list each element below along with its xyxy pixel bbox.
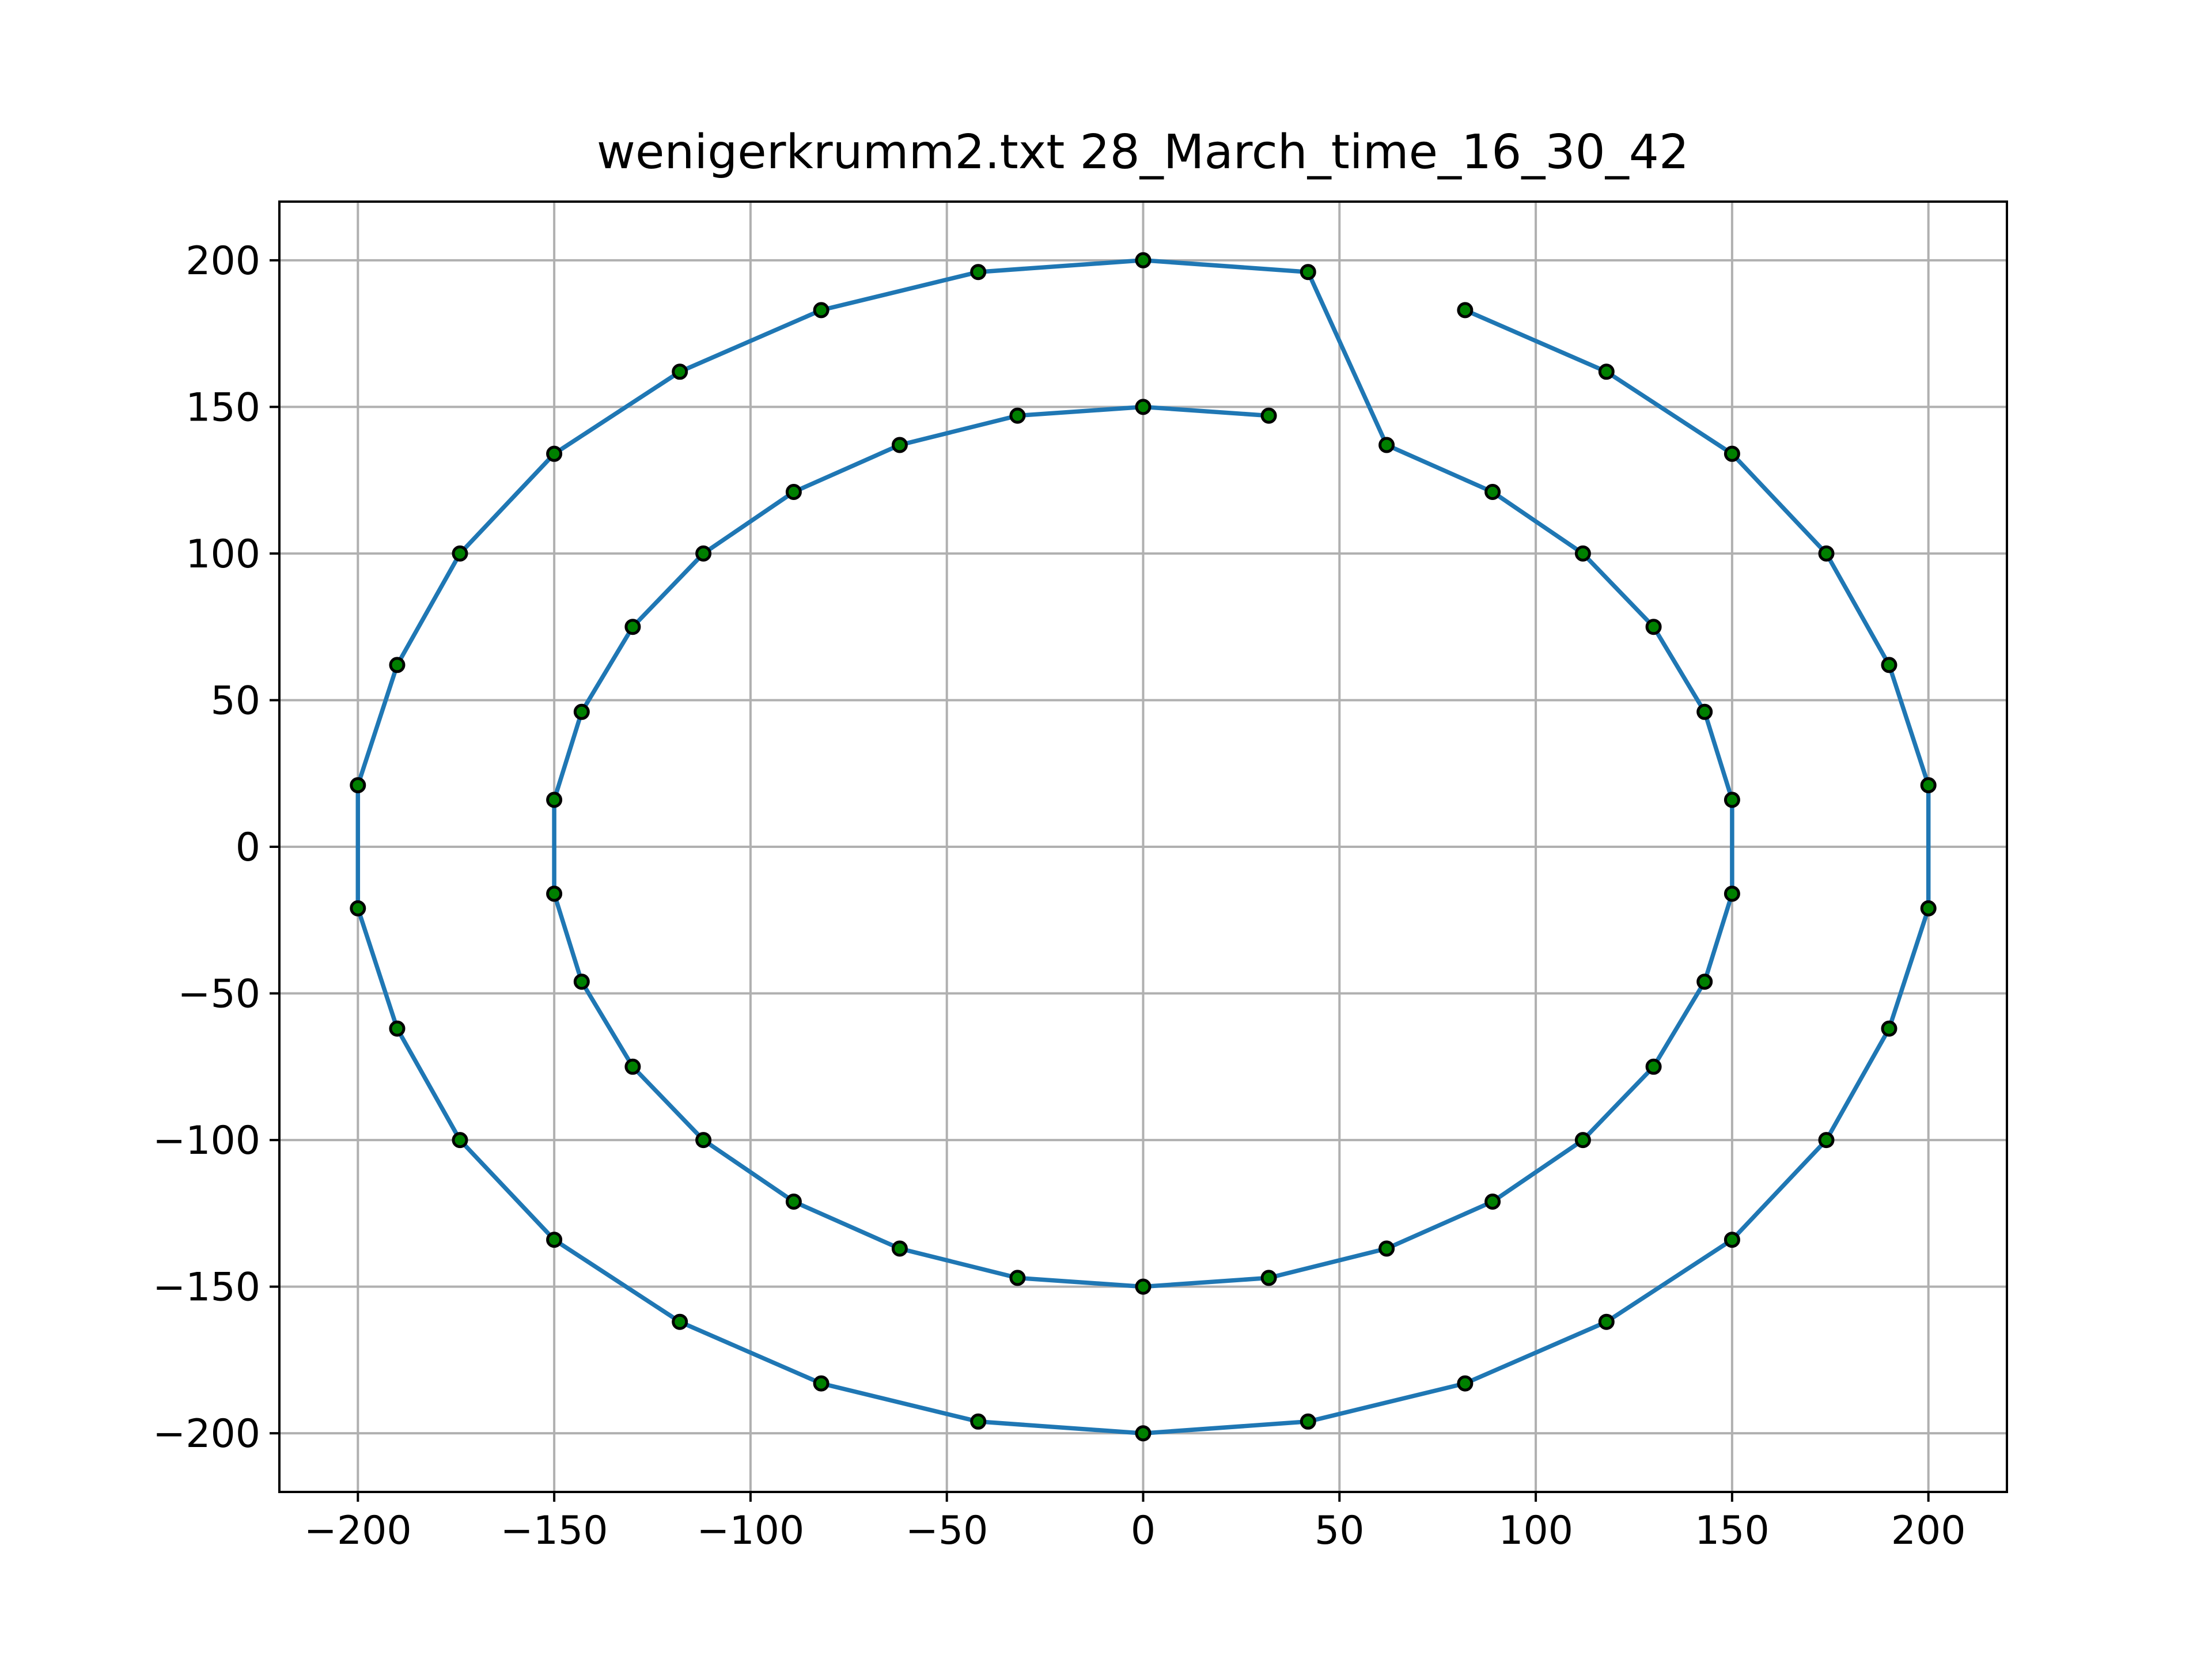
data-point [1818,1132,1835,1149]
y-axis: −200 −150 −100 −50 0 50 100 150 200 [153,238,279,1457]
data-point [1260,407,1277,424]
data-point [813,302,830,319]
chart-title: wenigerkrumm2.txt 28_March_time_16_30_42 [597,125,1689,180]
data-point [350,777,366,794]
data-point [350,900,366,916]
data-point [970,264,987,281]
data-point [389,1020,406,1037]
x-tick-label: −50 [906,1508,988,1554]
x-axis: −200 −150 −100 −50 0 50 100 150 200 [304,1492,1966,1554]
data-point [1598,363,1615,380]
data-point [546,1232,563,1248]
data-point [1300,1413,1316,1430]
x-tick-label: −200 [304,1508,412,1554]
data-point [452,545,468,562]
x-tick-label: 0 [1131,1508,1156,1554]
data-point [452,1132,468,1149]
data-point [1484,1194,1501,1210]
data-point [546,791,563,808]
data-point [624,1058,641,1075]
x-tick-label: 50 [1315,1508,1365,1554]
data-point [891,437,908,453]
data-point [1009,1270,1026,1286]
data-point [573,974,590,990]
data-point [1645,1058,1662,1075]
data-point [1724,791,1740,808]
data-point [1135,252,1152,268]
data-point [389,657,406,673]
series [355,258,1931,1435]
data-point [785,484,802,500]
data-point [1920,777,1937,794]
data-point [1135,399,1152,415]
series-line [355,258,1931,1435]
data-point [1457,302,1474,319]
data-point [1645,619,1662,635]
x-tick-label: 150 [1695,1508,1770,1554]
y-tick-label: −100 [153,1118,260,1164]
data-point [1378,1240,1395,1257]
data-point [1598,1313,1615,1330]
y-tick-label: −50 [177,972,260,1017]
data-point [891,1240,908,1257]
x-tick-label: 200 [1891,1508,1966,1554]
data-point [1574,545,1591,562]
data-point [1135,1425,1152,1442]
data-point [1724,445,1740,462]
data-point [1378,437,1395,453]
data-point [1881,1020,1897,1037]
markers [350,252,1937,1442]
data-point [970,1413,987,1430]
data-point [573,703,590,720]
data-point [695,1132,712,1149]
y-tick-label: 50 [210,678,260,724]
data-point [1009,407,1026,424]
y-tick-label: 150 [185,385,260,430]
y-tick-label: −150 [153,1265,260,1310]
data-point [624,619,641,635]
data-point [1818,545,1835,562]
data-point [813,1375,830,1392]
data-point [1457,1375,1474,1392]
data-point [1300,264,1316,281]
data-point [1135,1278,1152,1295]
y-tick-label: −200 [153,1411,260,1457]
data-point [785,1194,802,1210]
data-point [1696,703,1713,720]
data-point [1724,885,1740,902]
data-point [1574,1132,1591,1149]
y-tick-label: 200 [185,238,260,284]
data-point [546,445,563,462]
data-point [1484,484,1501,500]
data-point [672,1313,688,1330]
y-tick-label: 0 [236,825,260,870]
data-point [695,545,712,562]
data-point [1696,974,1713,990]
x-tick-label: −150 [501,1508,608,1554]
data-point [1724,1232,1740,1248]
data-point [546,885,563,902]
data-point [672,363,688,380]
y-tick-label: 100 [185,532,260,577]
x-tick-label: 100 [1498,1508,1573,1554]
data-point [1260,1270,1277,1286]
data-point [1881,657,1897,673]
x-tick-label: −100 [697,1508,805,1554]
data-point [1920,900,1937,916]
